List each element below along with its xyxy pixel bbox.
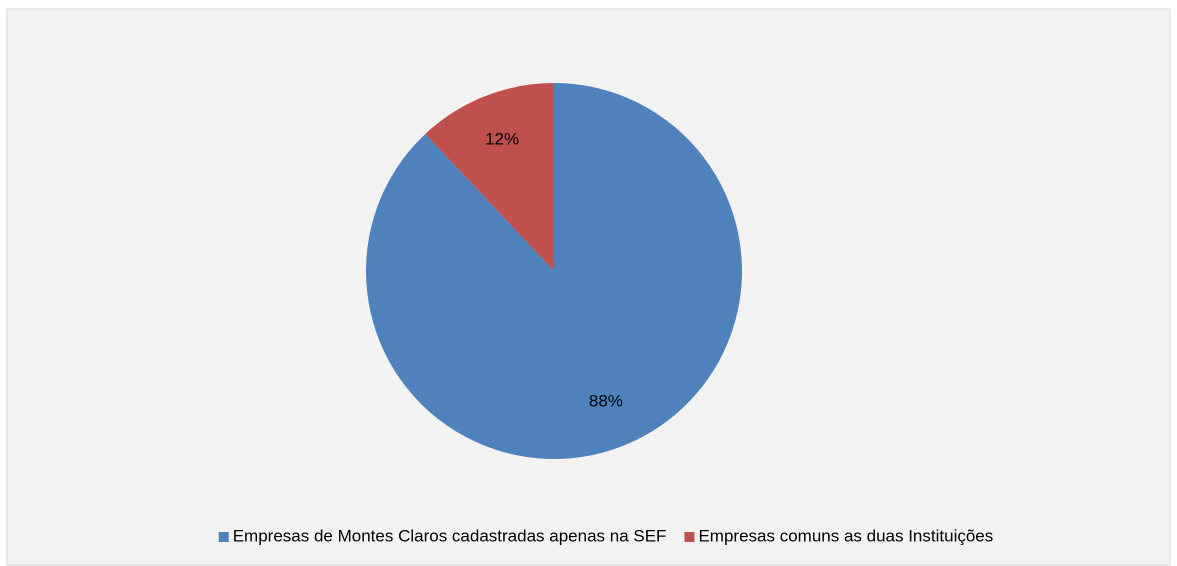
legend-label: Empresas comuns as duas Instituições — [698, 526, 993, 545]
data-label: 12% — [485, 129, 519, 148]
pie-slice — [425, 83, 554, 271]
legend-swatch — [218, 532, 229, 542]
legend-label: Empresas de Montes Claros cadastradas ap… — [233, 526, 667, 545]
legend-swatch — [684, 532, 695, 542]
data-label: 88% — [589, 392, 623, 411]
